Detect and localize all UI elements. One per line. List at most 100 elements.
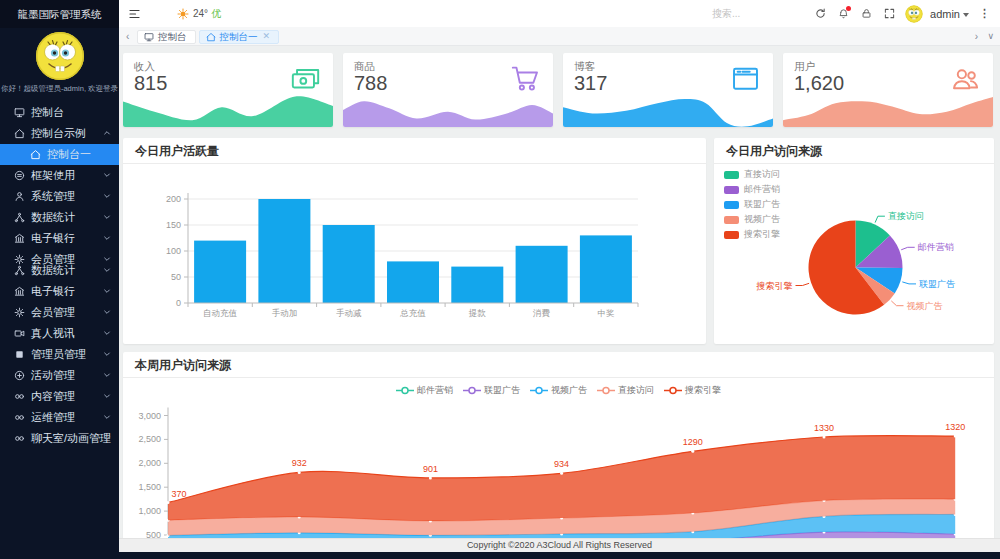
card-sparkline bbox=[783, 93, 993, 127]
sidebar-item-label: 聊天室/动画管理 bbox=[31, 432, 111, 444]
legend-item-视频广告[interactable]: 视频广告 bbox=[530, 384, 587, 397]
chevron-down-icon bbox=[103, 413, 111, 421]
sidebar-item-16[interactable]: 运维管理 bbox=[0, 407, 119, 428]
tab-close-icon[interactable]: ✕ bbox=[263, 30, 271, 43]
svg-text:搜索引擎: 搜索引擎 bbox=[756, 281, 793, 291]
legend-line-icon bbox=[530, 386, 548, 395]
browser-icon bbox=[731, 64, 760, 93]
legend-swatch bbox=[724, 186, 739, 194]
legend-item-搜索引擎[interactable]: 搜索引擎 bbox=[664, 384, 721, 397]
bar-中奖 bbox=[580, 235, 632, 303]
card-sparkline bbox=[563, 93, 773, 127]
search-input[interactable]: 搜索... bbox=[712, 7, 738, 21]
panel-daily-activity: 今日用户活跃量 050100150200自动充值手动加手动减总充值提款消費中奖 bbox=[123, 138, 706, 344]
sidebar-item-4[interactable]: 框架使用 bbox=[0, 165, 119, 186]
more-menu-icon[interactable]: ⋮ bbox=[979, 7, 990, 20]
notification-bell-icon[interactable] bbox=[838, 8, 849, 19]
tabs-scroll-left-icon[interactable]: ‹ bbox=[126, 27, 129, 46]
sidebar-item-12[interactable]: 真人视讯 bbox=[0, 323, 119, 344]
legend-item-搜索引擎[interactable]: 搜索引擎 bbox=[724, 227, 780, 242]
legend-swatch bbox=[724, 201, 739, 209]
svg-text:1290: 1290 bbox=[683, 437, 703, 447]
plus-circle-icon bbox=[14, 370, 25, 381]
legend-label: 直接访问 bbox=[744, 168, 780, 181]
svg-text:901: 901 bbox=[423, 464, 438, 474]
area-chart-svg: 5001,0001,5002,0002,5003,000370932901934… bbox=[123, 378, 994, 559]
svg-text:1,000: 1,000 bbox=[138, 506, 161, 516]
sidebar-item-1[interactable]: 控制台 bbox=[0, 102, 119, 123]
stat-cards: 收入815商品788博客317用户1,620 bbox=[123, 53, 993, 127]
bar-消費 bbox=[516, 246, 568, 303]
sidebar-item-3[interactable]: 控制台一 bbox=[0, 144, 119, 165]
tabbar: ‹ 控制台控制台一✕ › ∨ bbox=[119, 27, 1000, 46]
sidebar-item-10[interactable]: 电子银行 bbox=[0, 281, 119, 302]
svg-text:联盟广告: 联盟广告 bbox=[919, 279, 955, 289]
lock-icon[interactable] bbox=[861, 8, 872, 19]
share-icon bbox=[14, 265, 25, 276]
bar-总充值 bbox=[387, 261, 439, 303]
sidebar-item-label: 管理员管理 bbox=[31, 348, 86, 360]
svg-text:手动加: 手动加 bbox=[272, 308, 298, 318]
legend-item-直接访问[interactable]: 直接访问 bbox=[724, 167, 780, 182]
card-value: 317 bbox=[574, 72, 607, 95]
home-icon bbox=[206, 32, 216, 42]
user-icon bbox=[14, 191, 25, 202]
svg-text:0: 0 bbox=[176, 298, 181, 308]
svg-text:邮件营销: 邮件营销 bbox=[918, 242, 954, 252]
legend-item-邮件营销[interactable]: 邮件营销 bbox=[396, 384, 453, 397]
legend-item-视频广告[interactable]: 视频广告 bbox=[724, 212, 780, 227]
sidebar-item-11[interactable]: 会员管理 bbox=[0, 302, 119, 323]
sidebar-item-label: 会员管理 bbox=[31, 306, 75, 318]
caret-down-icon[interactable] bbox=[963, 13, 969, 17]
svg-text:50: 50 bbox=[171, 272, 181, 282]
sidebar-item-14[interactable]: 活动管理 bbox=[0, 365, 119, 386]
legend-line-icon bbox=[396, 386, 414, 395]
card-value: 815 bbox=[134, 72, 167, 95]
username[interactable]: admin bbox=[930, 8, 960, 20]
legend-label: 搜索引擎 bbox=[685, 384, 721, 397]
legend-label: 联盟广告 bbox=[484, 384, 520, 397]
menu-fold-icon[interactable] bbox=[128, 8, 141, 20]
tab-控制台[interactable]: 控制台 bbox=[137, 30, 196, 45]
panel-today-visit-source: 今日用户访问来源 直接访问邮件营销联盟广告视频广告搜索引擎 直接访问邮件营销联盟… bbox=[714, 138, 994, 344]
sidebar-item-2[interactable]: 控制台示例 bbox=[0, 123, 119, 144]
tabs-menu-icon[interactable]: ∨ bbox=[987, 27, 994, 46]
sidebar-item-17[interactable]: 聊天室/动画管理 bbox=[0, 428, 119, 449]
user-avatar-large[interactable] bbox=[35, 31, 85, 81]
legend-item-联盟广告[interactable]: 联盟广告 bbox=[463, 384, 520, 397]
user-avatar[interactable] bbox=[905, 5, 923, 23]
sidebar: 龍墨国际管理系统 你好！超级管理员-admin, 欢迎登录 控制台控制台示例控制… bbox=[0, 0, 119, 559]
monitor-icon bbox=[14, 107, 25, 118]
panel-week-visit-source: 本周用户访问来源 邮件营销联盟广告视频广告直接访问搜索引擎 5001,0001,… bbox=[123, 352, 994, 559]
fullscreen-icon[interactable] bbox=[884, 8, 895, 19]
stat-card-3: 博客317 bbox=[563, 53, 773, 127]
legend-label: 视频广告 bbox=[551, 384, 587, 397]
svg-text:自动充值: 自动充值 bbox=[203, 308, 238, 318]
weather-temp: 24° bbox=[193, 8, 208, 19]
infinity-icon bbox=[14, 433, 25, 444]
legend-item-邮件营销[interactable]: 邮件营销 bbox=[724, 182, 780, 197]
legend-item-联盟广告[interactable]: 联盟广告 bbox=[724, 197, 780, 212]
svg-text:直接访问: 直接访问 bbox=[888, 211, 924, 221]
sidebar-item-13[interactable]: 管理员管理 bbox=[0, 344, 119, 365]
sidebar-item-label: 数据统计 bbox=[31, 264, 75, 276]
sidebar-item-15[interactable]: 内容管理 bbox=[0, 386, 119, 407]
tabs-scroll-right-icon[interactable]: › bbox=[975, 27, 978, 46]
legend-line-icon bbox=[597, 386, 615, 395]
sidebar-item-5[interactable]: 系统管理 bbox=[0, 186, 119, 207]
greeting-text: 你好！超级管理员-admin, 欢迎登录 bbox=[0, 84, 119, 94]
refresh-icon[interactable] bbox=[815, 8, 826, 19]
topbar: 24°优 搜索... admin ⋮ bbox=[119, 0, 1000, 27]
sidebar-item-9[interactable]: 数据统计 bbox=[0, 260, 119, 281]
svg-text:100: 100 bbox=[166, 246, 181, 256]
bar-chart: 050100150200自动充值手动加手动减总充值提款消費中奖 bbox=[123, 164, 706, 346]
weather-widget: 24°优 bbox=[177, 0, 221, 27]
chevron-up-icon bbox=[103, 129, 111, 137]
sidebar-item-7[interactable]: 电子银行 bbox=[0, 228, 119, 249]
bar-提款 bbox=[451, 267, 503, 303]
sidebar-item-6[interactable]: 数据统计 bbox=[0, 207, 119, 228]
legend-item-直接访问[interactable]: 直接访问 bbox=[597, 384, 654, 397]
main-content: 收入815商品788博客317用户1,620 今日用户活跃量 050100150… bbox=[119, 46, 1000, 559]
legend-label: 直接访问 bbox=[618, 384, 654, 397]
tab-控制台一[interactable]: 控制台一✕ bbox=[199, 30, 280, 45]
